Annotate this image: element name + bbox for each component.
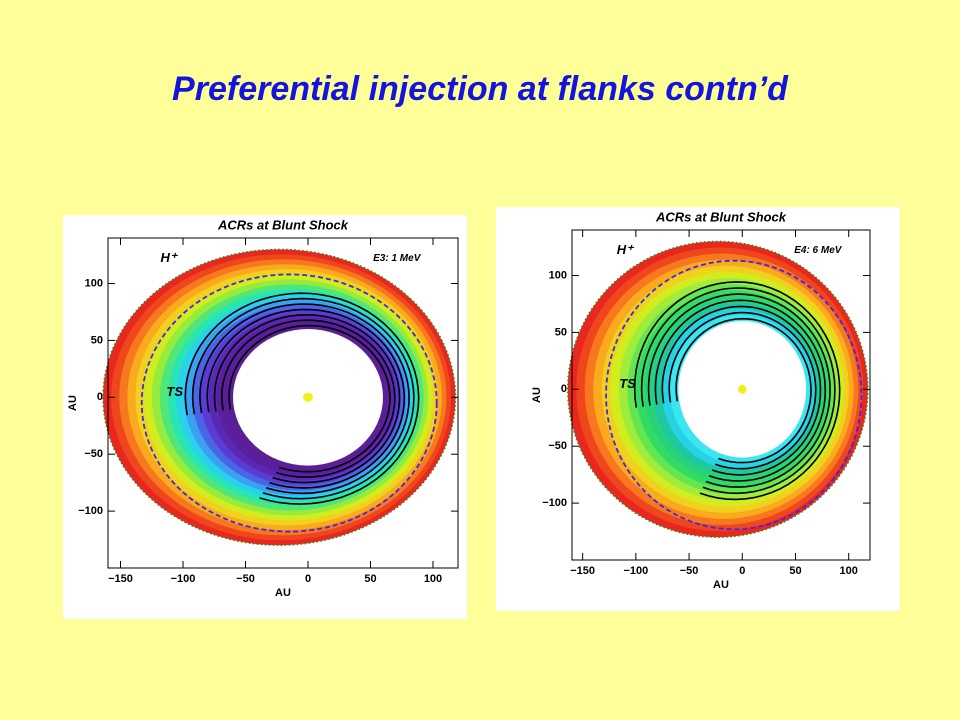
y-tick-label: 50 bbox=[91, 334, 103, 346]
annotation: H⁺ bbox=[617, 242, 635, 257]
annotation: H⁺ bbox=[161, 250, 179, 265]
annotation: TS bbox=[619, 376, 636, 391]
x-tick-label: −50 bbox=[680, 565, 699, 577]
contour-line bbox=[220, 319, 396, 478]
x-axis-label: AU bbox=[713, 579, 729, 591]
contour-line bbox=[228, 324, 391, 473]
x-axis-label: AU bbox=[275, 587, 291, 599]
annotation: TS bbox=[166, 384, 183, 399]
y-tick-label: −100 bbox=[78, 505, 103, 517]
plot-panel: −150 −100 −50 0 50 100 −100 −50 0 50 100 ACRs at Bl… bbox=[496, 207, 900, 611]
plot-frame bbox=[571, 229, 871, 561]
slide-title: Preferential injection at flanks contn’d bbox=[172, 70, 788, 108]
contour-line bbox=[647, 293, 831, 488]
x-tick-label: −100 bbox=[171, 573, 196, 585]
contour-line bbox=[668, 311, 817, 470]
x-tick-label: −50 bbox=[236, 573, 255, 585]
y-axis-label: AU bbox=[531, 387, 543, 403]
plot-frame bbox=[107, 237, 459, 569]
y-tick-label: −50 bbox=[548, 440, 567, 452]
y-axis-label: AU bbox=[67, 395, 79, 411]
y-tick-label: 50 bbox=[555, 326, 567, 338]
x-tick-label: −150 bbox=[108, 573, 133, 585]
y-tick-label: −50 bbox=[84, 448, 103, 460]
y-tick-label: 100 bbox=[549, 269, 567, 281]
contour-line bbox=[184, 292, 420, 505]
x-tick-label: 0 bbox=[739, 565, 745, 577]
y-tick-label: −100 bbox=[542, 497, 567, 509]
contour-line bbox=[633, 281, 841, 501]
contour-line bbox=[213, 313, 401, 484]
x-tick-label: −150 bbox=[570, 565, 595, 577]
plot-title: ACRs at Blunt Shock bbox=[217, 217, 349, 232]
x-tick-label: −100 bbox=[623, 565, 648, 577]
x-tick-label: 50 bbox=[789, 565, 801, 577]
y-tick-label: 0 bbox=[97, 391, 103, 403]
contour-line bbox=[191, 297, 415, 500]
contour-line bbox=[640, 287, 836, 495]
contour-line bbox=[206, 308, 406, 489]
contour-line bbox=[661, 305, 822, 476]
plot-title: ACRs at Blunt Shock bbox=[655, 209, 787, 224]
termination-shock bbox=[605, 259, 863, 531]
sun bbox=[303, 392, 313, 402]
x-tick-label: 100 bbox=[424, 573, 442, 585]
contour-line bbox=[675, 317, 812, 464]
plot-panel: −150 −100 −50 0 50 100 −100 −50 0 50 100 ACRs at Bl… bbox=[63, 215, 467, 619]
contour-line bbox=[654, 299, 827, 482]
x-tick-label: 0 bbox=[305, 573, 311, 585]
x-tick-label: 100 bbox=[840, 565, 858, 577]
termination-shock bbox=[140, 273, 438, 533]
contour-line bbox=[199, 303, 410, 495]
y-tick-label: 100 bbox=[85, 277, 103, 289]
y-tick-label: 0 bbox=[561, 383, 567, 395]
annotation: E4: 6 MeV bbox=[794, 245, 843, 256]
x-tick-label: 50 bbox=[364, 573, 376, 585]
sun bbox=[738, 384, 747, 394]
outer-boundary bbox=[102, 248, 457, 546]
annotation: E3: 1 MeV bbox=[373, 253, 422, 264]
